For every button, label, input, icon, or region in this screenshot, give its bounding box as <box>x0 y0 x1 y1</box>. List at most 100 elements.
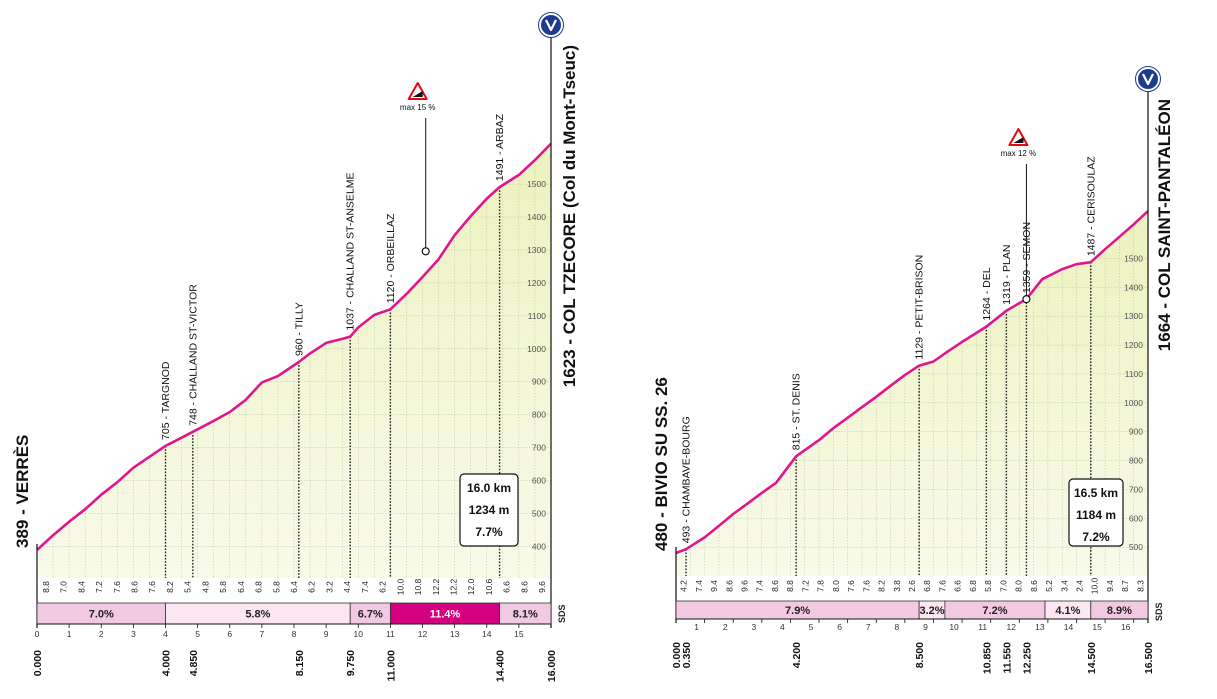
x-km-label: 16 <box>1121 622 1131 632</box>
km-gradient-value: 7.6 <box>112 581 122 593</box>
waypoint-label: 815 - ST. DENIS <box>791 373 803 450</box>
x-distance-label: 10.850 <box>981 642 993 674</box>
km-gradient-value: 9.4 <box>709 580 719 592</box>
y-tick-label: 900 <box>532 377 546 387</box>
km-gradient-value: 12.0 <box>466 578 476 595</box>
km-gradient-value: 6.2 <box>378 581 388 593</box>
y-tick-label: 1200 <box>527 278 546 288</box>
km-gradient-value: 7.6 <box>846 580 856 592</box>
x-km-label: 14 <box>482 629 492 639</box>
y-tick-label: 400 <box>532 541 546 551</box>
km-gradient-value: 8.6 <box>770 580 780 592</box>
max-gradient-point <box>1022 295 1031 304</box>
sector-gradient-label: 5.8% <box>245 609 270 621</box>
waypoint-label: 1120 - ORBEILLAZ <box>385 213 397 303</box>
waypoint-label: 493 - CHAMBAVE-BOURG <box>681 416 693 543</box>
km-gradient-value: 7.6 <box>147 581 157 593</box>
summary-average-gradient: 7.7% <box>475 525 503 539</box>
km-gradient-value: 9.6 <box>740 580 750 592</box>
x-distance-label: 4.000 <box>161 650 173 676</box>
km-gradient-value: 6.6 <box>502 581 512 593</box>
x-km-label: 7 <box>866 622 871 632</box>
km-gradient-value: 7.6 <box>861 580 871 592</box>
km-gradient-value: 7.6 <box>937 580 947 592</box>
km-gradient-value: 3.4 <box>1059 580 1069 592</box>
start-label: 389 - VERRÈS <box>13 435 32 548</box>
x-km-label: 8 <box>292 629 297 639</box>
km-gradient-value: 6.4 <box>289 581 299 593</box>
km-gradient-value: 10.0 <box>395 578 405 595</box>
km-gradient-value: 8.0 <box>831 580 841 592</box>
x-km-label: 6 <box>837 622 842 632</box>
km-gradient-value: 8.4 <box>76 581 86 593</box>
x-km-label: 1 <box>694 622 699 632</box>
y-tick-label: 1500 <box>527 179 546 189</box>
x-distance-label: 0.000 <box>32 650 44 676</box>
km-gradient-value: 10.8 <box>413 578 423 595</box>
km-gradient-value: 4.8 <box>200 581 210 593</box>
finish-marker-circle <box>539 13 563 37</box>
x-distance-label: 8.500 <box>914 642 926 668</box>
km-gradient-value: 4.2 <box>679 580 689 592</box>
x-km-label: 9 <box>923 622 928 632</box>
sector-gradient-label: 7.0% <box>89 609 114 621</box>
x-km-label: 12 <box>1007 622 1017 632</box>
km-gradient-value: 2.4 <box>1074 580 1084 592</box>
waypoint-label: 705 - TARGNOD <box>160 361 172 440</box>
sector-gradient-label: 11.4% <box>430 609 461 621</box>
waypoint-label: 1491 - ARBAZ <box>494 113 506 181</box>
km-gradient-value: 12.2 <box>431 578 441 595</box>
km-gradient-value: 8.6 <box>519 581 529 593</box>
km-gradient-value: 8.7 <box>1120 580 1130 592</box>
waypoint-label: 1487 - CERISOULAZ <box>1085 156 1097 256</box>
sector-gradient-label: 3.2% <box>919 605 944 617</box>
x-km-label: 13 <box>450 629 460 639</box>
x-distance-label: 0.350 <box>681 642 693 668</box>
km-gradient-value: 6.8 <box>968 580 978 592</box>
x-km-label: 14 <box>1064 622 1074 632</box>
x-km-label: 1 <box>67 629 72 639</box>
x-km-label: 9 <box>324 629 329 639</box>
x-km-label: 0 <box>35 629 40 639</box>
waypoint-label: 748 - CHALLAND ST-VICTOR <box>187 284 199 426</box>
summary-elevation-gain: 1234 m <box>469 503 510 517</box>
waypoint-label: 1319 - PLAN <box>1001 245 1013 305</box>
y-tick-label: 1200 <box>1124 340 1143 350</box>
x-distance-label: 8.150 <box>294 650 306 676</box>
km-gradient-value: 6.8 <box>254 581 264 593</box>
y-tick-label: 700 <box>1129 484 1143 494</box>
x-km-label: 10 <box>354 629 364 639</box>
x-distance-label: 14.400 <box>495 650 507 682</box>
sector-gradient-label: 8.9% <box>1107 605 1132 617</box>
finish-marker-icon <box>1135 66 1161 92</box>
x-km-label: 6 <box>227 629 232 639</box>
km-gradient-value: 5.8 <box>983 580 993 592</box>
y-tick-label: 800 <box>532 410 546 420</box>
x-km-label: 3 <box>751 622 756 632</box>
finish-label: 1664 - COL SAINT-PANTALÉON <box>1155 99 1174 351</box>
km-gradient-value: 8.6 <box>129 581 139 593</box>
finish-marker-icon <box>538 12 564 38</box>
km-gradient-value: 9.6 <box>537 581 547 593</box>
x-distance-label: 4.850 <box>188 650 200 676</box>
y-tick-label: 1300 <box>527 245 546 255</box>
summary-elevation-gain: 1184 m <box>1076 508 1116 522</box>
x-km-label: 11 <box>978 622 987 632</box>
climb-profile-1: 4005006007008009001000110012001300140015… <box>13 12 579 682</box>
x-distance-label: 0.000 <box>671 642 683 668</box>
summary-distance: 16.5 km <box>1074 486 1118 500</box>
km-gradient-value: 8.2 <box>877 580 887 592</box>
km-gradient-value: 3.8 <box>892 580 902 592</box>
km-gradient-value: 5.2 <box>1044 580 1054 592</box>
climb-summary-box <box>459 473 519 547</box>
climb-profile-2: 500 600 700 800 900 1000 1100 1200 1300 1400 1500 4… <box>652 66 1174 674</box>
y-tick-label: 600 <box>532 476 546 486</box>
km-gradient-value: 4.4 <box>342 581 352 593</box>
km-gradient-value: 7.4 <box>694 580 704 592</box>
km-gradient-value: 8.3 <box>1135 580 1145 592</box>
sector-gradient-label: 8.1% <box>513 609 538 621</box>
km-gradient-value: 6.2 <box>307 581 317 593</box>
y-tick-label: 1000 <box>1124 398 1143 408</box>
